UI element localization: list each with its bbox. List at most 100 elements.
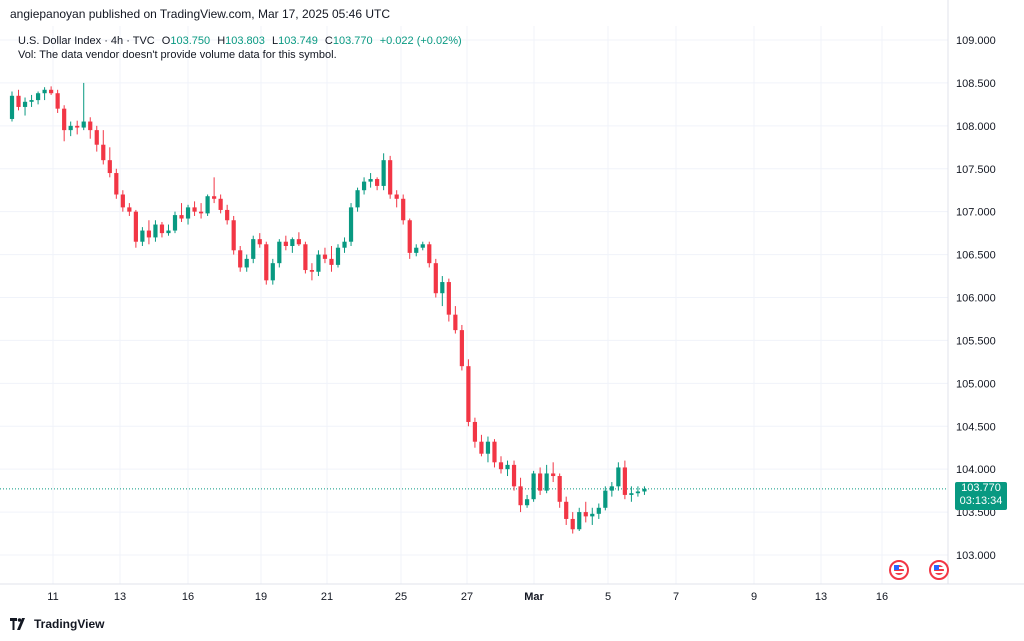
candle-body — [140, 230, 145, 242]
publisher-line: angiepanoyan published on TradingView.co… — [10, 7, 391, 21]
candle-body — [101, 144, 106, 161]
y-tick-label: 109.000 — [956, 35, 996, 47]
candle-body — [635, 491, 641, 494]
candle-body — [238, 250, 243, 268]
candle-body — [348, 207, 354, 242]
candle-body — [407, 220, 412, 253]
candle-body — [303, 244, 308, 271]
candle-body — [557, 476, 562, 502]
candle-body — [309, 270, 315, 272]
x-tick-label: 5 — [605, 591, 611, 603]
bar-countdown: 03:13:34 — [959, 495, 1003, 507]
candle-body — [62, 108, 67, 131]
x-tick-label: 21 — [321, 591, 333, 603]
candle-body — [453, 314, 458, 331]
candle-body — [120, 194, 125, 208]
y-tick-label: 103.000 — [956, 550, 996, 562]
y-tick-label: 103.500 — [956, 507, 996, 519]
candle-body — [388, 160, 393, 195]
y-tick-label: 108.000 — [956, 121, 996, 133]
candle-body — [472, 421, 478, 442]
candle-body — [616, 467, 621, 487]
candle-body — [577, 512, 582, 530]
candle-body — [225, 209, 230, 221]
candle-body — [198, 211, 204, 214]
candle-body — [446, 282, 451, 315]
candle-body — [166, 230, 171, 234]
x-tick-label: 9 — [751, 591, 757, 603]
candle-body — [316, 254, 321, 272]
candle-body — [192, 207, 197, 212]
volume-note: Vol: The data vendor doesn't provide vol… — [18, 49, 337, 61]
close-value: 103.770 — [332, 35, 373, 47]
x-tick-label: 19 — [255, 591, 267, 603]
candle-body — [231, 220, 236, 251]
candle-body — [518, 486, 523, 506]
candle-body — [9, 95, 15, 119]
candle-body — [492, 441, 497, 463]
x-tick-label: 25 — [395, 591, 407, 603]
candle-body — [153, 224, 158, 238]
time-axis[interactable]: 11 13 16 19 21 25 27 Mar 5 7 9 13 16 — [47, 591, 888, 603]
last-price-tag: 103.770 03:13:34 — [955, 482, 1007, 510]
candle-body — [257, 239, 262, 245]
open-value: 103.750 — [170, 35, 211, 47]
candle-body — [29, 100, 34, 102]
candle-body — [16, 95, 21, 107]
candle-body — [127, 207, 132, 212]
price-axis[interactable]: 103.000 103.500 104.000 104.500 105.000 105.5… — [0, 0, 1024, 585]
candle-body — [375, 179, 380, 186]
candle-body — [479, 441, 484, 454]
candle-body — [75, 125, 80, 128]
candle-body — [583, 512, 588, 517]
candle-body — [68, 125, 73, 131]
candle-body — [49, 89, 54, 94]
x-tick-label: 7 — [673, 591, 679, 603]
candle-body — [570, 518, 575, 530]
symbol-title[interactable]: U.S. Dollar Index · 4h · TVC — [18, 35, 155, 47]
y-tick-label: 106.000 — [956, 293, 996, 305]
close-label: C — [324, 35, 333, 47]
candle-body — [629, 493, 634, 495]
candle-body — [94, 130, 99, 145]
y-tick-label: 106.500 — [956, 250, 996, 262]
candle-body — [283, 241, 288, 246]
candle-body — [81, 121, 86, 128]
us-flag-event-icon[interactable] — [889, 560, 909, 580]
candle-body — [335, 247, 341, 265]
candle-body — [172, 215, 178, 231]
candle-body — [427, 244, 432, 264]
low-value: 103.749 — [278, 35, 318, 47]
candle-body — [277, 241, 282, 264]
brand-name: TradingView — [34, 617, 105, 631]
candle-body — [264, 244, 269, 281]
candle-body — [394, 194, 399, 199]
y-tick-label: 105.500 — [956, 335, 996, 347]
x-tick-label: Mar — [524, 591, 544, 603]
candle-body — [342, 241, 347, 248]
candle-body — [218, 198, 223, 210]
candle-body — [498, 462, 504, 470]
candle-body — [433, 263, 438, 294]
candle-body — [270, 263, 275, 281]
candle-body — [609, 486, 614, 491]
candle-body — [146, 230, 152, 238]
candle-body — [590, 513, 595, 517]
tradingview-footer[interactable]: TradingView — [10, 617, 104, 631]
candle-body — [466, 366, 471, 422]
candle-body — [35, 93, 41, 101]
candle-body — [55, 93, 60, 109]
candle-body — [401, 198, 406, 221]
symbol-legend[interactable]: U.S. Dollar Index · 4h · TVC O103.750 H1… — [18, 33, 462, 49]
candle-body — [290, 239, 295, 246]
x-tick-label: 16 — [876, 591, 888, 603]
us-flag-event-icon[interactable] — [929, 560, 949, 580]
change-value: +0.022 (+0.02%) — [379, 35, 462, 47]
candle-body — [544, 473, 549, 491]
candle-body — [322, 254, 328, 259]
last-price-value: 103.770 — [961, 482, 1001, 494]
y-tick-label: 104.500 — [956, 421, 996, 433]
candle-body — [205, 196, 210, 214]
candle-body — [159, 224, 165, 234]
